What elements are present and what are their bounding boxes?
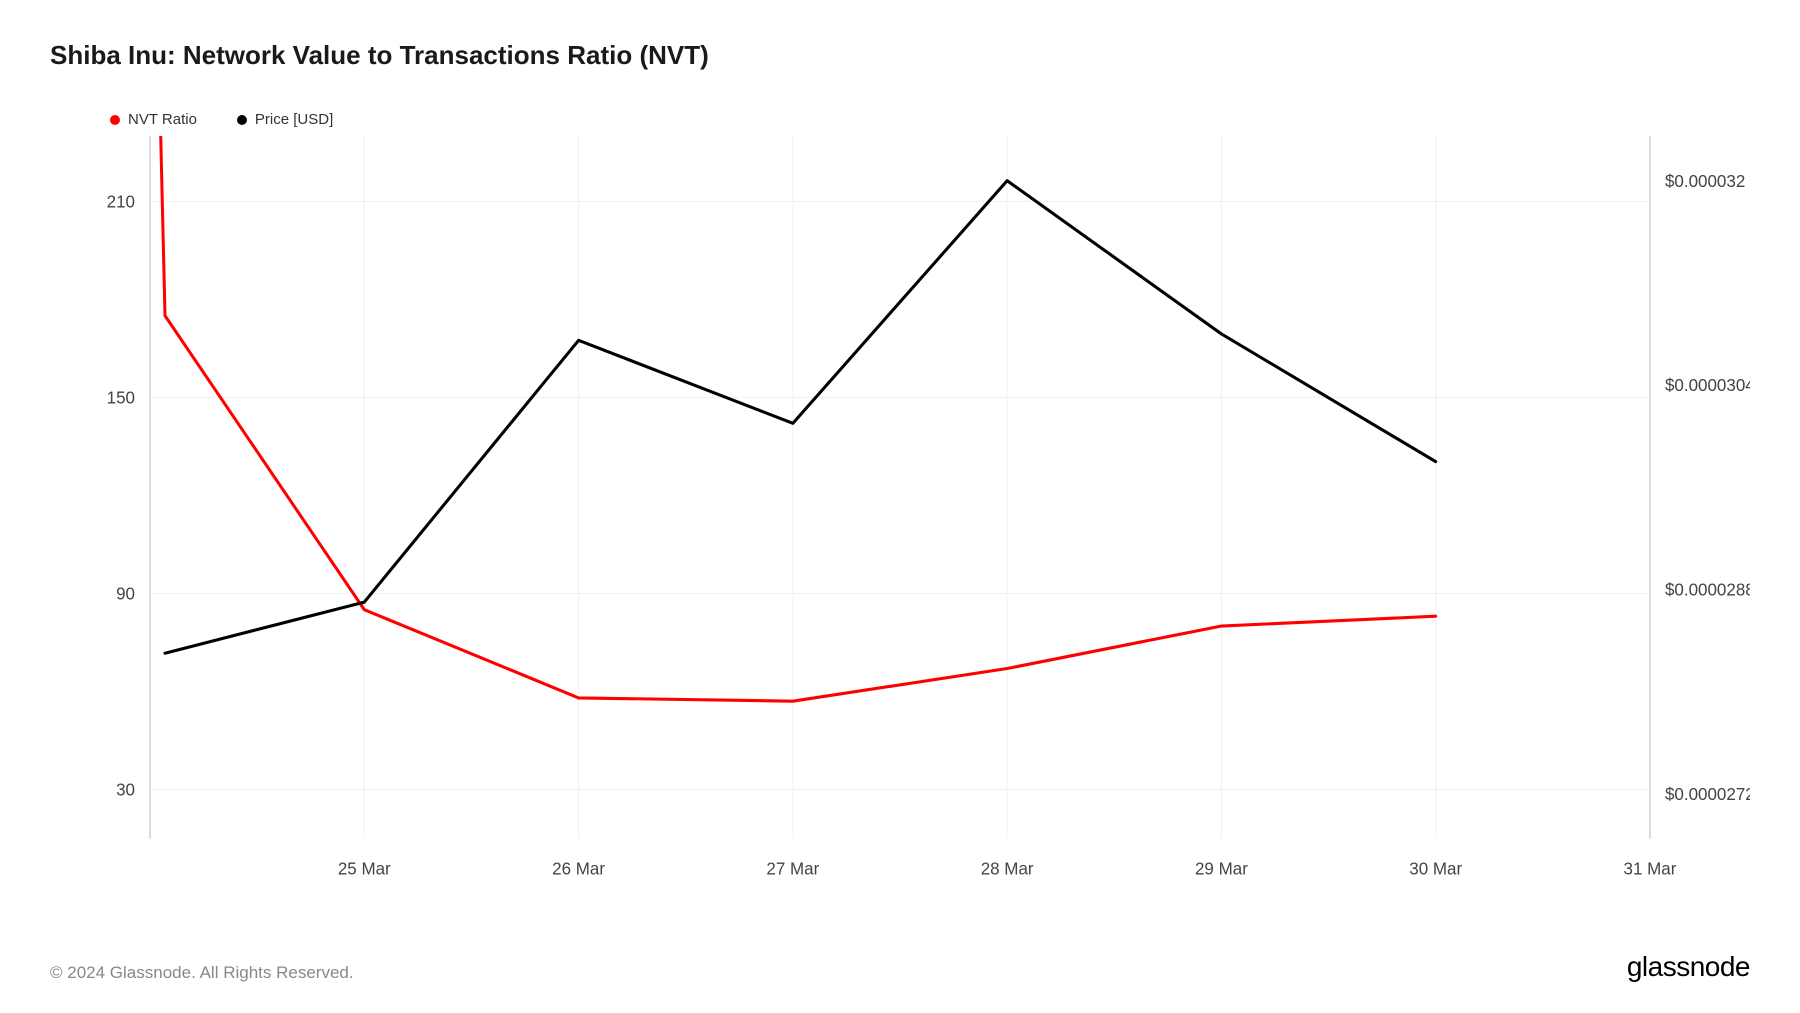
svg-text:30 Mar: 30 Mar <box>1409 858 1462 878</box>
copyright-text: © 2024 Glassnode. All Rights Reserved. <box>50 963 354 983</box>
svg-text:150: 150 <box>107 387 135 407</box>
svg-text:90: 90 <box>116 583 135 603</box>
svg-text:31 Mar: 31 Mar <box>1624 858 1677 878</box>
legend-item-price: Price [USD] <box>237 111 333 128</box>
chart-svg: 30 90 150 210 $0.0000272 $0.0000288 $0.0000304… <box>50 136 1750 921</box>
svg-text:29 Mar: 29 Mar <box>1195 858 1248 878</box>
legend-dot-icon <box>237 115 247 125</box>
svg-text:30: 30 <box>116 779 135 799</box>
svg-text:$0.0000272: $0.0000272 <box>1665 784 1750 804</box>
chart-title: Shiba Inu: Network Value to Transactions… <box>50 40 1750 71</box>
legend-label: Price [USD] <box>255 111 333 128</box>
chart-legend: NVT Ratio Price [USD] <box>110 111 1750 128</box>
chart-plot-area: 30 90 150 210 $0.0000272 $0.0000288 $0.0000304… <box>50 136 1750 921</box>
footer: © 2024 Glassnode. All Rights Reserved. g… <box>50 941 1750 983</box>
legend-label: NVT Ratio <box>128 111 197 128</box>
svg-text:$0.0000288: $0.0000288 <box>1665 579 1750 599</box>
chart-container: Shiba Inu: Network Value to Transactions… <box>0 0 1800 1013</box>
svg-text:$0.000032: $0.000032 <box>1665 171 1745 191</box>
svg-text:27 Mar: 27 Mar <box>766 858 819 878</box>
legend-item-nvt: NVT Ratio <box>110 111 197 128</box>
svg-text:210: 210 <box>107 191 135 211</box>
legend-dot-icon <box>110 115 120 125</box>
brand-logo: glassnode <box>1627 951 1750 983</box>
svg-text:25 Mar: 25 Mar <box>338 858 391 878</box>
svg-text:26 Mar: 26 Mar <box>552 858 605 878</box>
svg-text:28 Mar: 28 Mar <box>981 858 1034 878</box>
svg-text:$0.0000304: $0.0000304 <box>1665 375 1750 395</box>
